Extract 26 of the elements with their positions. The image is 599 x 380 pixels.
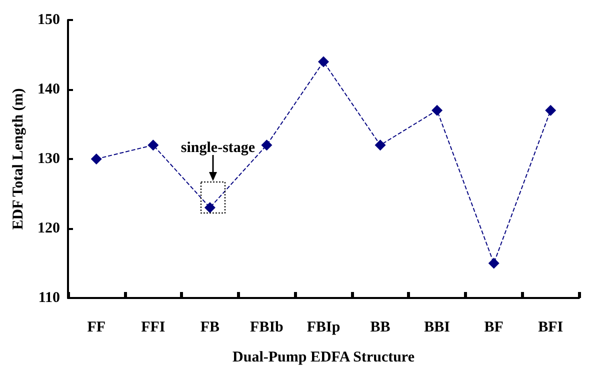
x-tick-label: FBIp	[306, 320, 340, 336]
y-tick-label: 110	[38, 290, 60, 306]
point	[374, 140, 386, 151]
x-tick-label: BF	[484, 320, 504, 336]
point	[318, 56, 329, 68]
annotation: single-stage	[180, 140, 256, 156]
point	[90, 154, 102, 164]
x-axis-title: Dual-Pump EDFA Structure	[232, 350, 415, 366]
x-tick-label: BFI	[538, 320, 564, 336]
point	[148, 140, 159, 151]
point	[204, 202, 216, 214]
x-tick-label: BBI	[424, 320, 450, 336]
y-axis-title: EDF Total Length (m)	[10, 88, 26, 230]
point	[488, 258, 500, 269]
x-tick-label: FFI	[141, 320, 166, 336]
x-tick-label: FB	[200, 320, 220, 336]
x-tick-label: FBIb	[250, 320, 284, 336]
point	[261, 140, 272, 151]
x-tick-label: BB	[370, 320, 390, 336]
y-tick-label: 140	[38, 82, 60, 98]
point	[432, 104, 443, 116]
y-tick-label: 120	[38, 220, 60, 236]
point	[545, 104, 556, 116]
x-tick-label: FF	[87, 320, 106, 336]
y-tick-label: 150	[38, 12, 60, 28]
y-tick-label: 130	[38, 151, 60, 167]
